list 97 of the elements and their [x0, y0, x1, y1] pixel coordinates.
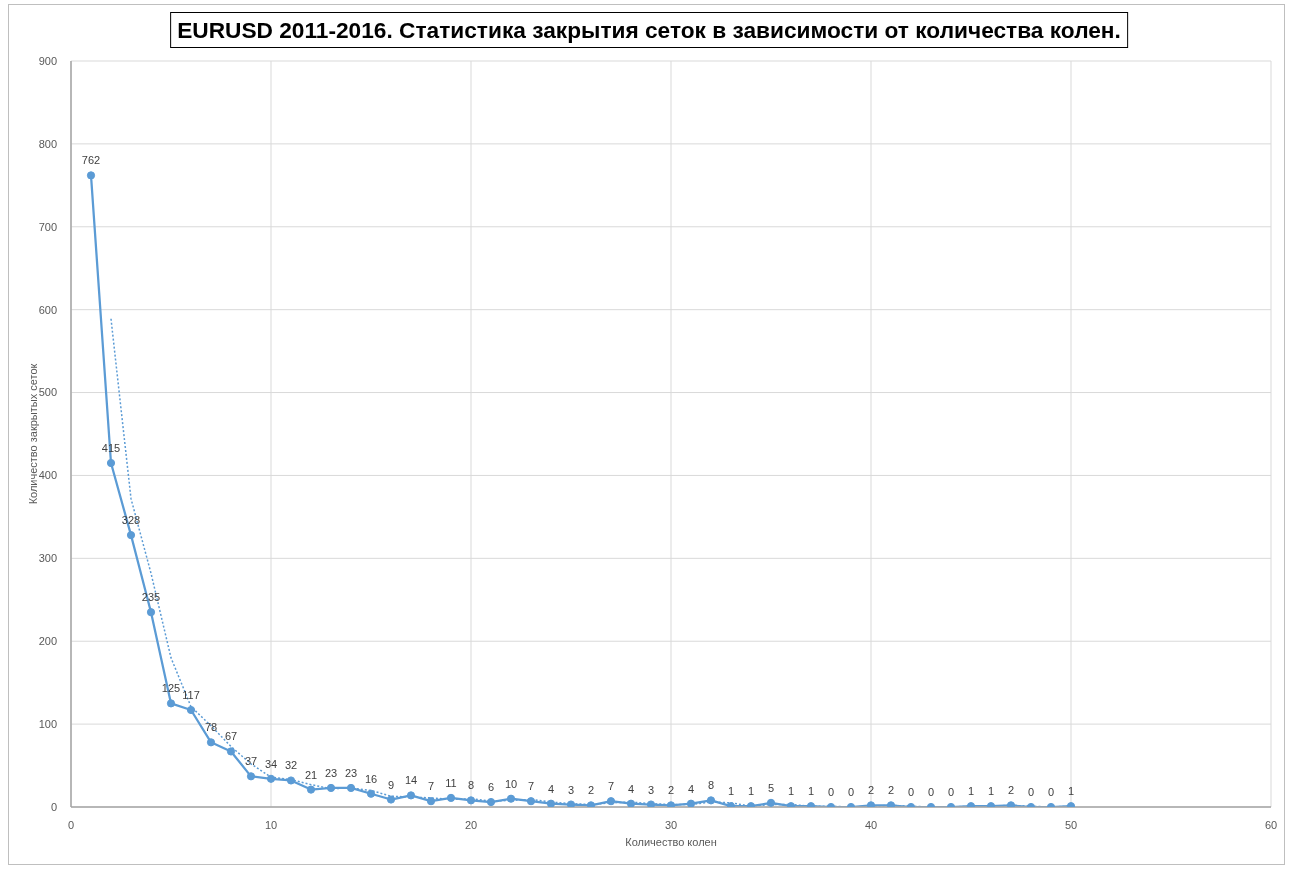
data-label: 0 [1047, 786, 1055, 798]
point [406, 791, 416, 800]
x-tick-label: 30 [664, 818, 678, 831]
data-label: 10 [504, 777, 518, 790]
point [546, 799, 556, 807]
data-label: 762 [81, 154, 101, 167]
x-tick-label: 0 [67, 818, 75, 831]
point [146, 608, 156, 617]
point [566, 800, 576, 807]
data-label: 7 [427, 780, 435, 793]
point [346, 783, 356, 793]
data-label: 1 [967, 785, 975, 798]
point [426, 797, 436, 806]
point [106, 458, 116, 468]
y-tick-label: 900 [38, 54, 57, 67]
data-label: 78 [204, 721, 218, 734]
data-label: 7 [527, 780, 535, 793]
data-label: 0 [1027, 786, 1035, 798]
data-label: 7 [607, 780, 615, 793]
data-label: 2 [587, 784, 595, 797]
x-tick-label: 20 [464, 818, 478, 831]
data-label: 34 [264, 757, 278, 770]
point [166, 699, 176, 708]
data-label: 23 [344, 766, 358, 779]
point [706, 796, 716, 805]
data-label: 0 [827, 786, 835, 798]
data-label: 4 [627, 782, 635, 795]
point [526, 797, 536, 806]
data-label: 14 [404, 774, 418, 787]
point [466, 796, 476, 805]
y-tick-label: 100 [38, 718, 57, 731]
point [506, 794, 516, 803]
point [386, 795, 396, 804]
point [286, 776, 296, 785]
data-label: 1 [987, 785, 995, 798]
data-label: 67 [224, 730, 238, 743]
x-tick-label: 60 [1264, 818, 1278, 831]
data-label: 2 [667, 784, 675, 797]
point [126, 531, 136, 540]
data-label: 0 [927, 786, 935, 798]
point [766, 798, 776, 807]
x-tick-label: 10 [264, 818, 278, 831]
y-tick-label: 200 [38, 635, 57, 648]
y-axis-title: Количество закрытых сеток [27, 363, 39, 505]
data-label: 0 [907, 786, 915, 798]
data-label: 8 [707, 779, 715, 792]
point [186, 705, 196, 715]
data-label: 1 [807, 785, 815, 798]
data-label: 1 [747, 785, 755, 798]
data-label: 37 [244, 755, 258, 768]
x-tick-label: 40 [864, 818, 878, 831]
point [266, 774, 276, 783]
data-label: 8 [467, 779, 475, 792]
data-label: 23 [324, 766, 338, 779]
point [486, 797, 496, 807]
data-label: 1 [787, 785, 795, 798]
data-label: 0 [947, 786, 955, 798]
point [626, 799, 636, 807]
point [206, 738, 216, 747]
point [306, 785, 316, 794]
data-label: 2 [867, 784, 875, 797]
data-label: 0 [847, 786, 855, 798]
data-label: 6 [487, 781, 495, 794]
point [226, 747, 236, 756]
y-tick-label: 700 [38, 220, 57, 233]
data-label: 1 [1067, 785, 1075, 798]
data-label: 21 [304, 768, 318, 781]
y-tick-label: 300 [38, 552, 57, 565]
x-tick-label: 50 [1064, 818, 1078, 831]
x-axis-title: Количество колен [625, 836, 717, 848]
data-label: 2 [1007, 784, 1015, 797]
point [246, 772, 256, 781]
y-tick-label: 600 [38, 303, 57, 316]
point [606, 797, 616, 806]
data-label: 1 [727, 785, 735, 798]
data-label: 4 [547, 782, 555, 795]
data-label: 117 [182, 689, 200, 702]
data-label: 32 [284, 759, 298, 772]
data-label: 3 [647, 783, 655, 796]
point [86, 171, 96, 180]
y-tick-label: 800 [38, 137, 57, 150]
data-label: 2 [887, 784, 895, 797]
data-label: 11 [445, 776, 457, 789]
y-tick-label: 0 [50, 800, 57, 813]
y-tick-label: 400 [38, 469, 57, 482]
point [366, 789, 376, 798]
point [646, 800, 656, 807]
data-label: 16 [364, 772, 378, 785]
point [446, 793, 456, 802]
point [326, 783, 336, 793]
data-label: 4 [687, 782, 695, 795]
point [686, 799, 696, 807]
data-label: 3 [567, 783, 575, 796]
data-label: 9 [387, 778, 395, 791]
data-label: 5 [767, 781, 775, 794]
y-tick-label: 500 [38, 386, 57, 399]
chart-title: EURUSD 2011-2016. Статистика закрытия сеток в зависимости от количества колен. [170, 12, 1128, 48]
